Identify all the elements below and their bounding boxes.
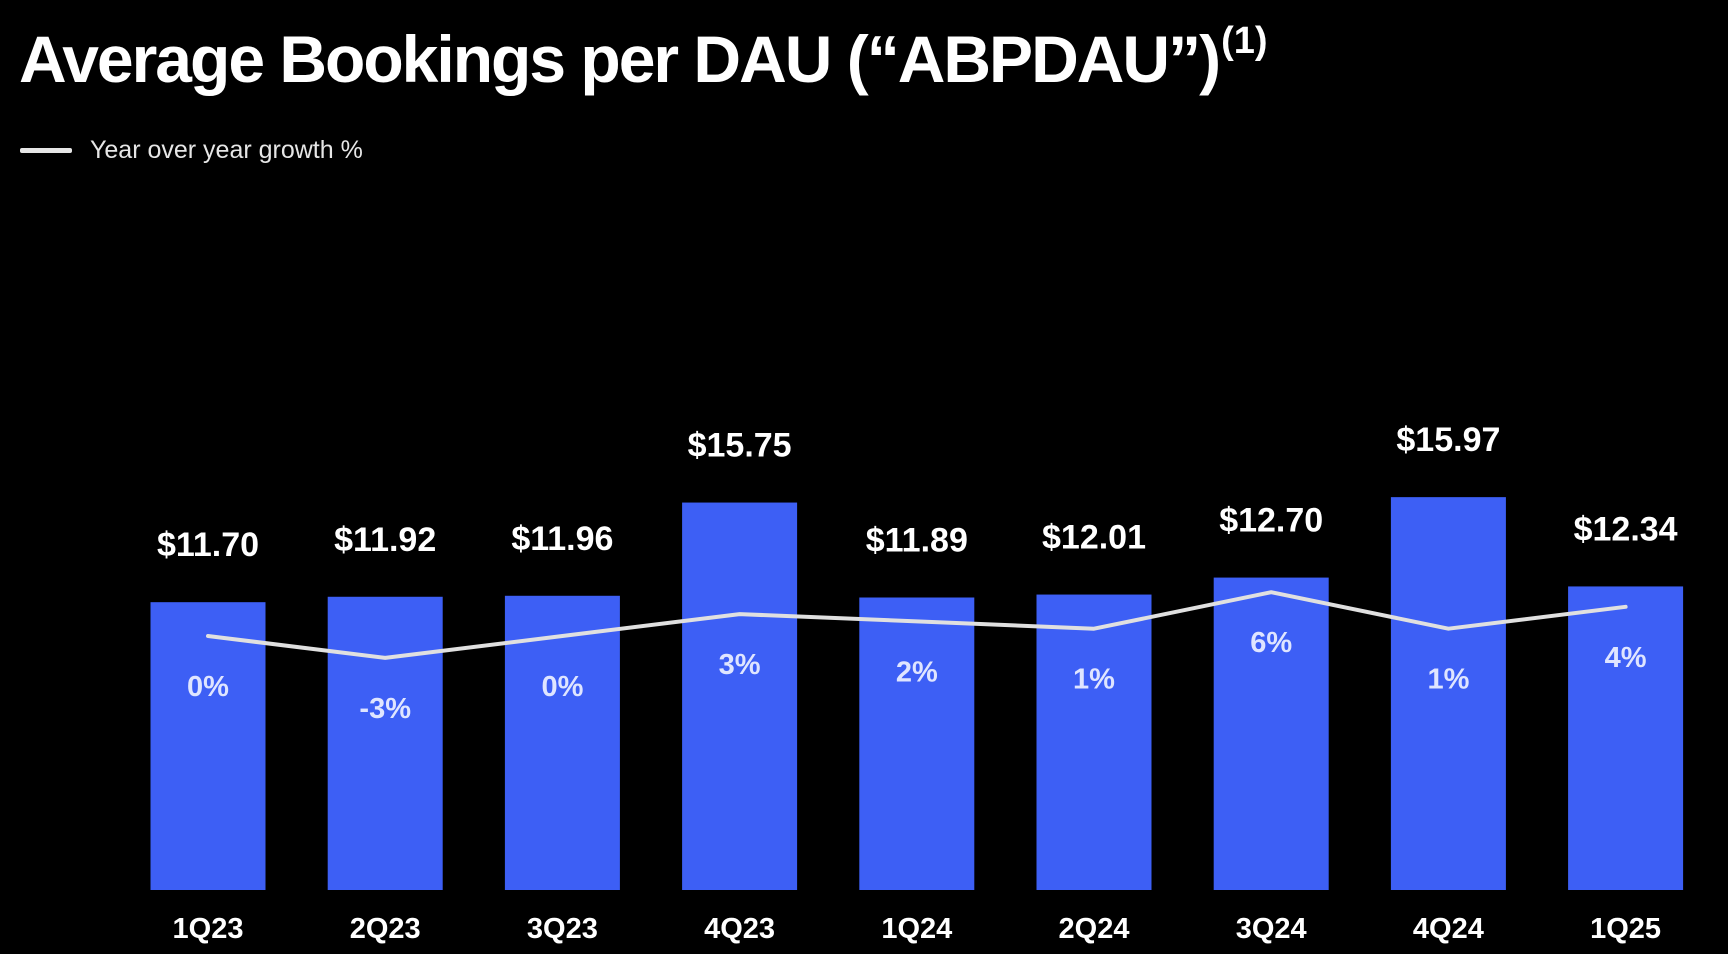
x-tick-label-2Q24: 2Q24 bbox=[1059, 913, 1130, 945]
legend: Year over year growth % bbox=[20, 136, 363, 165]
chart-title-text: Average Bookings per DAU (“ABPDAU”) bbox=[19, 22, 1221, 96]
title-footnote: (1) bbox=[1221, 20, 1268, 62]
x-tick-label-1Q25: 1Q25 bbox=[1590, 913, 1661, 945]
growth-label-1Q25: 4% bbox=[1605, 642, 1647, 674]
growth-line-layer bbox=[206, 590, 1628, 660]
growth-label-3Q23: 0% bbox=[541, 671, 583, 703]
legend-line-swatch bbox=[20, 148, 72, 153]
bar-value-label-4Q23: $15.75 bbox=[688, 427, 792, 465]
growth-label-3Q24: 6% bbox=[1250, 627, 1292, 659]
bar-2Q23 bbox=[327, 596, 443, 890]
bar-1Q25 bbox=[1568, 586, 1684, 890]
growth-label-4Q24: 1% bbox=[1427, 664, 1469, 696]
bar-4Q23 bbox=[682, 502, 798, 890]
bar-value-label-3Q24: $12.70 bbox=[1219, 502, 1323, 540]
bar-2Q24 bbox=[1036, 594, 1152, 890]
x-tick-label-3Q23: 3Q23 bbox=[527, 913, 598, 945]
x-tick-label-4Q24: 4Q24 bbox=[1413, 913, 1484, 945]
legend-line-label: Year over year growth % bbox=[90, 136, 363, 164]
bar-4Q24 bbox=[1390, 497, 1506, 890]
bar-1Q24 bbox=[859, 597, 975, 890]
growth-label-4Q23: 3% bbox=[719, 649, 761, 681]
x-tick-label-2Q23: 2Q23 bbox=[350, 913, 421, 945]
growth-label-1Q23: 0% bbox=[187, 671, 229, 703]
bar-value-label-2Q24: $12.01 bbox=[1042, 519, 1146, 557]
bar-1Q23 bbox=[150, 602, 266, 890]
bar-value-label-3Q23: $11.96 bbox=[511, 520, 613, 558]
labels-layer: $11.70 1Q23 0% $11.92 2Q23 -3% $11.96 3Q23 0% $15… bbox=[157, 421, 1678, 945]
x-tick-label-1Q24: 1Q24 bbox=[881, 913, 952, 945]
growth-label-2Q24: 1% bbox=[1073, 664, 1115, 696]
bar-value-label-2Q23: $11.92 bbox=[334, 521, 436, 559]
bar-3Q23 bbox=[504, 595, 620, 890]
x-tick-label-1Q23: 1Q23 bbox=[173, 913, 244, 945]
bar-value-label-4Q24: $15.97 bbox=[1396, 421, 1500, 459]
bar-value-label-1Q24: $11.89 bbox=[866, 522, 968, 560]
x-tick-label-3Q24: 3Q24 bbox=[1236, 913, 1307, 945]
chart-title: Average Bookings per DAU (“ABPDAU”)(1) bbox=[19, 20, 1268, 98]
bar-3Q24 bbox=[1213, 577, 1329, 890]
growth-label-1Q24: 2% bbox=[896, 656, 938, 688]
growth-label-2Q23: -3% bbox=[359, 693, 411, 725]
x-tick-label-4Q23: 4Q23 bbox=[704, 913, 775, 945]
bars-layer bbox=[150, 497, 1684, 890]
bar-value-label-1Q25: $12.34 bbox=[1574, 510, 1678, 548]
bar-value-label-1Q23: $11.70 bbox=[157, 526, 259, 564]
